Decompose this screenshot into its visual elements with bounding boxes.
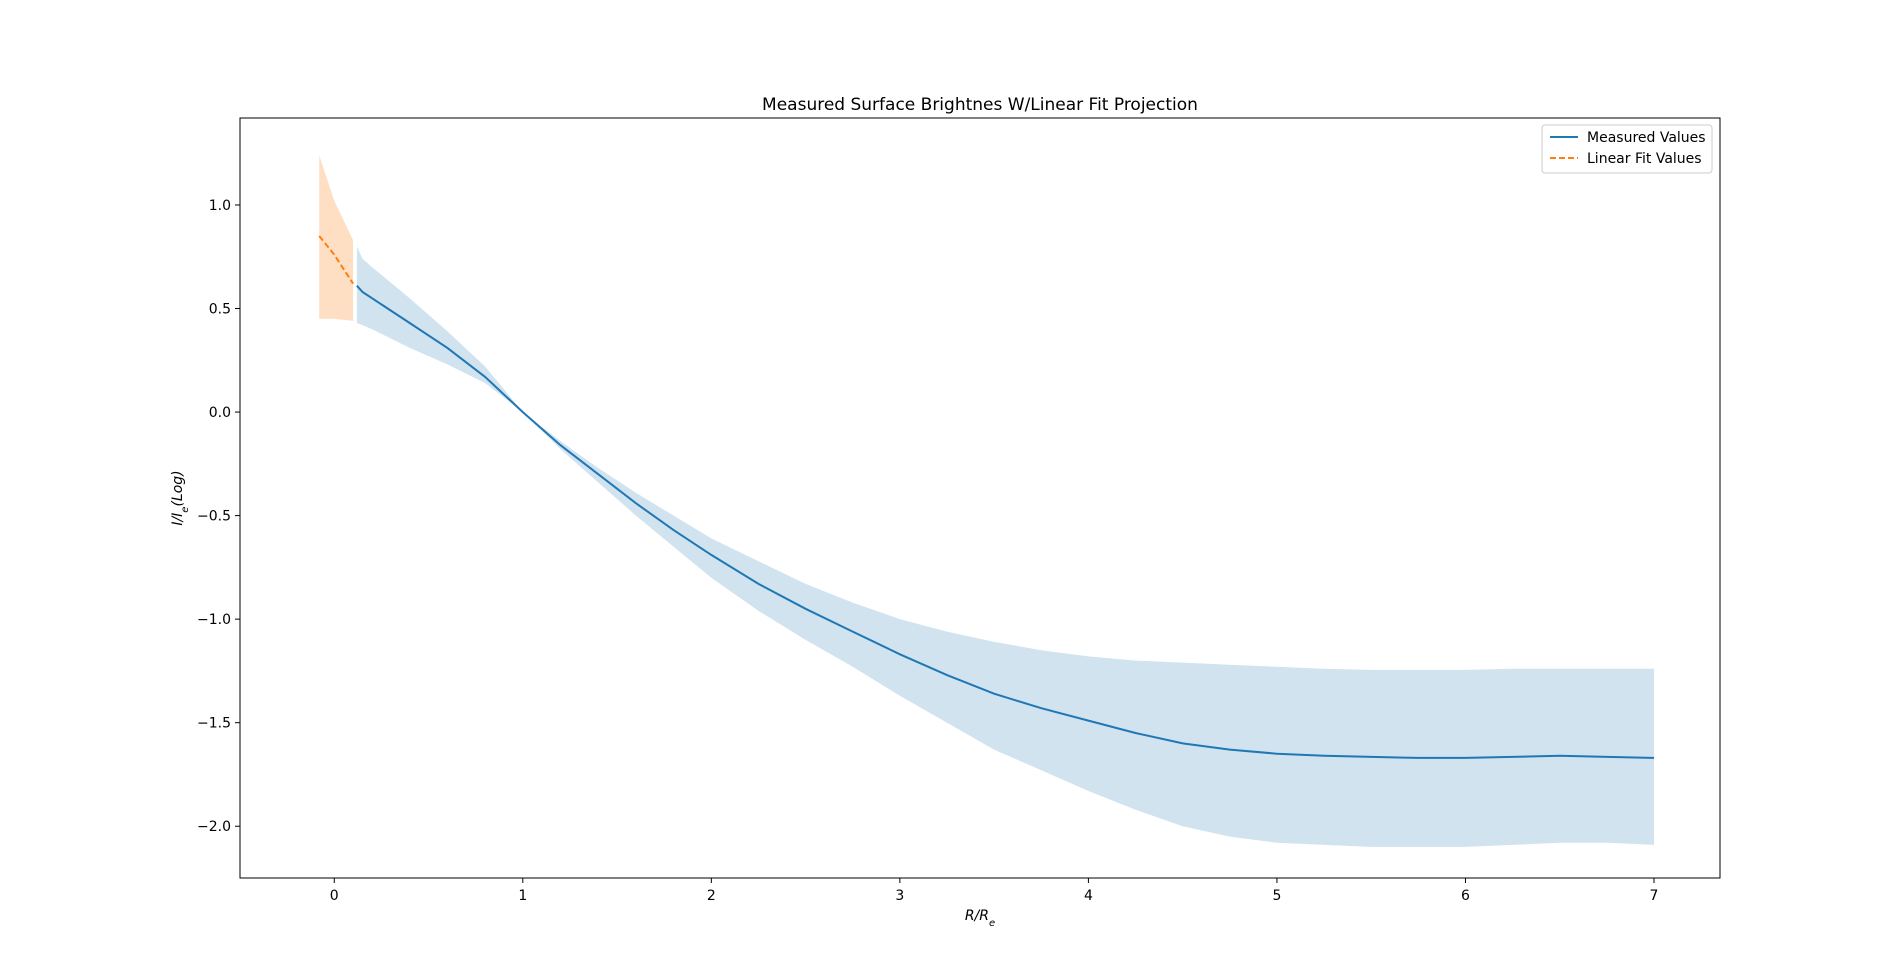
y-axis-ticks: 1.0 0.5 0.0 −0.5 −1.0 −1.5 −2.0 (197, 198, 240, 835)
x-tick-label: 5 (1272, 888, 1281, 904)
x-tick-label: 6 (1461, 888, 1470, 904)
y-tick-label: 0.5 (209, 302, 231, 318)
x-tick-label: 7 (1650, 888, 1659, 904)
plot-frame (239, 117, 1721, 879)
y-tick-label: −1.0 (197, 612, 231, 628)
y-tick-label: 1.0 (209, 198, 231, 214)
measured-confidence-band (356, 246, 1654, 847)
x-tick-label: 1 (518, 888, 527, 904)
x-tick-label: 0 (330, 888, 339, 904)
chart-title: Measured Surface Brightnes W/Linear Fit … (762, 95, 1198, 115)
x-tick-label: 2 (707, 888, 716, 904)
x-tick-label: 4 (1084, 888, 1093, 904)
y-tick-label: −2.0 (197, 819, 231, 835)
legend: Measured Values Linear Fit Values (1541, 124, 1713, 174)
legend-label-measured: Measured Values (1587, 130, 1706, 146)
y-axis-label: I/Ie(Log) (170, 470, 191, 525)
y-tick-label: 0.0 (209, 405, 231, 421)
legend-label-linear-fit: Linear Fit Values (1587, 151, 1702, 167)
series-lines (318, 235, 1655, 759)
confidence-bands (319, 155, 1654, 847)
x-axis-label: R/Re (965, 908, 995, 929)
y-tick-label: −1.5 (197, 716, 231, 732)
x-axis-ticks: 0 1 2 3 4 5 6 7 (330, 878, 1659, 904)
x-tick-label: 3 (895, 888, 904, 904)
legend-box (1541, 124, 1713, 174)
linear-fit-confidence-band (319, 155, 354, 321)
y-tick-label: −0.5 (197, 509, 231, 525)
measured-values-line (356, 285, 1655, 759)
linear-fit-values-line (318, 235, 354, 285)
